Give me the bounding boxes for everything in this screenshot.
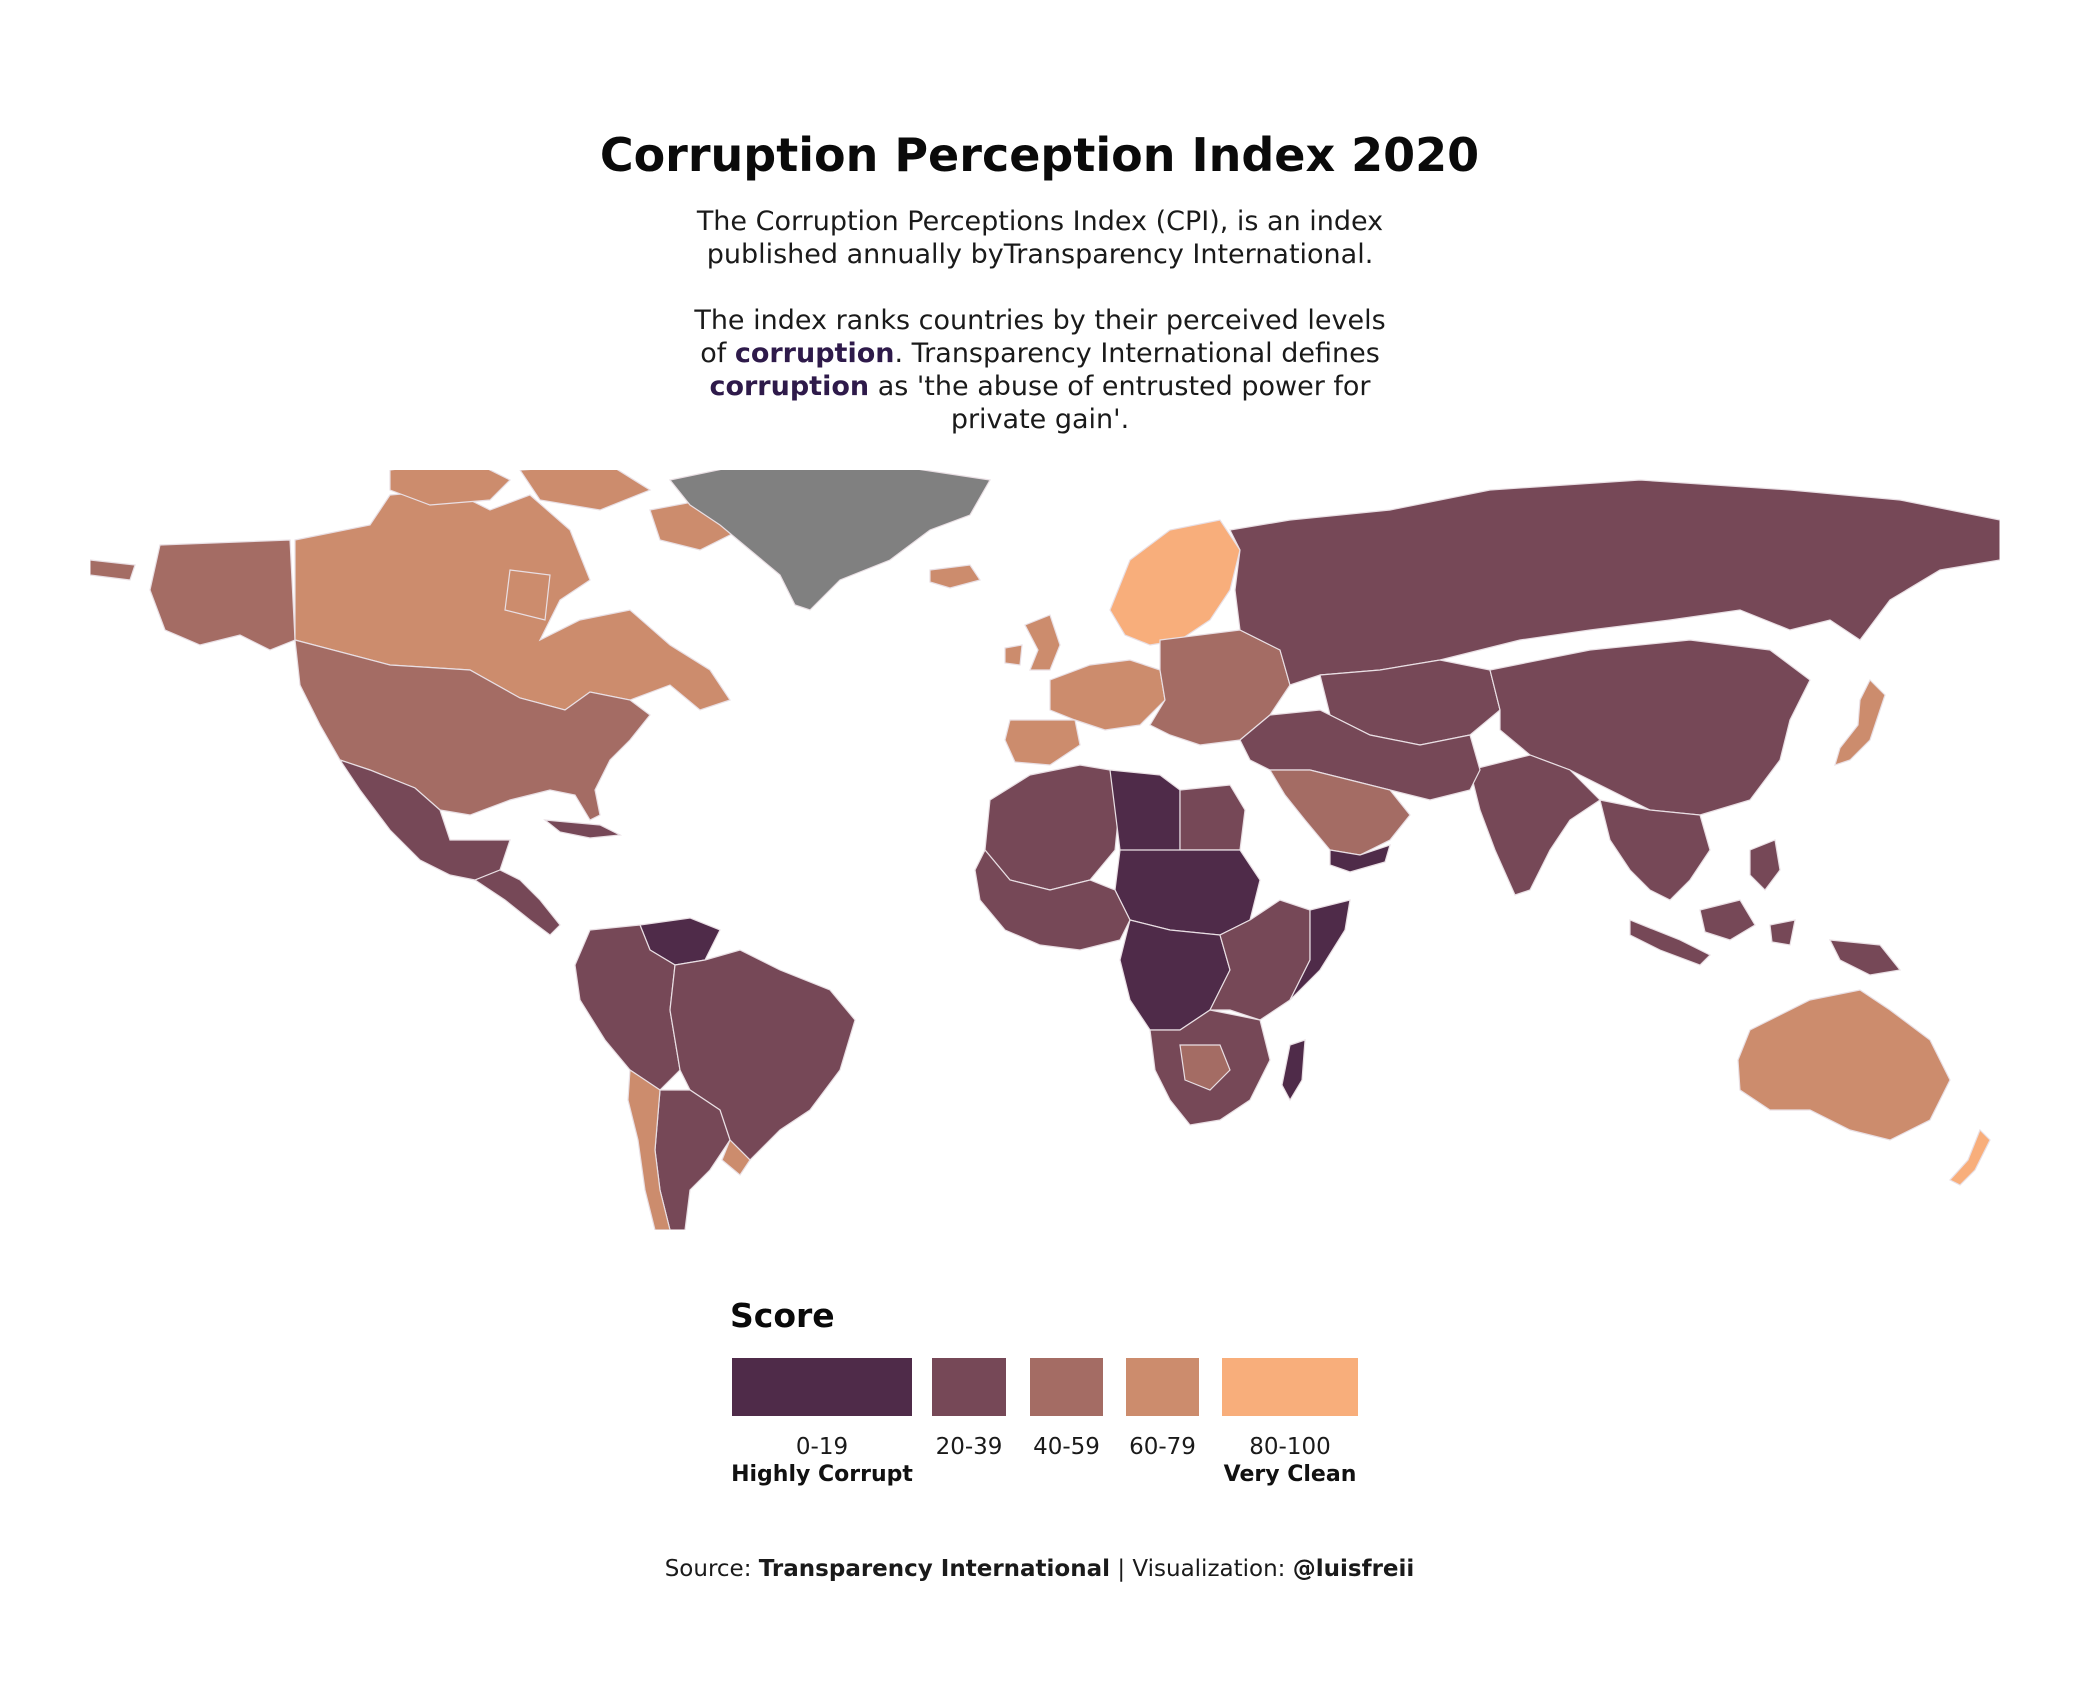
- region-somalia: [1289, 899, 1351, 1001]
- subtitle-line-3: The index ranks countries by their perce…: [694, 305, 1386, 336]
- region-botswana: [1179, 1044, 1231, 1091]
- legend-high-label: Very Clean: [1223, 1462, 1357, 1487]
- legend-low-label: Highly Corrupt: [731, 1462, 913, 1487]
- region-india: [1469, 754, 1601, 896]
- corruption-highlight: corruption: [709, 371, 870, 402]
- source-credit: Source: Transparency International | Vis…: [664, 1556, 1415, 1582]
- region-uruguay: [721, 1138, 751, 1176]
- subtitle-line-6: private gain'.: [950, 404, 1130, 435]
- region-egypt: [1179, 784, 1246, 851]
- region-madagascar: [1281, 1039, 1306, 1102]
- legend-tick-60-79: 60-79: [1129, 1434, 1196, 1460]
- region-north-africa: [984, 764, 1121, 891]
- region-libya: [1109, 769, 1181, 861]
- legend-tick-40-59: 40-59: [1033, 1434, 1100, 1460]
- region-indonesia: [1629, 899, 1796, 966]
- map-title: Corruption Perception Index 2020: [599, 128, 1480, 182]
- source-org: Transparency International: [758, 1556, 1111, 1582]
- legend-swatch-20-39: [932, 1358, 1006, 1416]
- region-uk: [1004, 614, 1061, 671]
- legend-swatch-80-100: [1222, 1358, 1358, 1416]
- region-western-europe: [1049, 659, 1166, 731]
- map-subtitle: The Corruption Perceptions Index (CPI), …: [540, 205, 1540, 436]
- world-map: [90, 470, 2000, 1230]
- legend-swatch-40-59: [1030, 1358, 1103, 1416]
- region-iceland: [929, 564, 981, 589]
- region-japan: [1834, 678, 1886, 766]
- region-mexico: [338, 758, 511, 881]
- region-southeast-asia: [1599, 799, 1781, 901]
- region-australia: [1737, 989, 1951, 1141]
- subtitle-line-2: published annually byTransparency Intern…: [706, 239, 1374, 270]
- region-iberia: [1004, 719, 1081, 766]
- region-west-africa: [974, 848, 1131, 951]
- region-yemen: [1329, 844, 1391, 873]
- legend-title: Score: [730, 1296, 835, 1335]
- legend-swatch-60-79: [1126, 1358, 1199, 1416]
- legend-tick-0-19: 0-19: [795, 1434, 849, 1460]
- region-greenland: [668, 470, 991, 611]
- region-andes: [574, 924, 681, 1091]
- subtitle-line-1: The Corruption Perceptions Index (CPI), …: [696, 206, 1384, 237]
- region-saudi-arabia: [1268, 769, 1411, 856]
- region-papua: [1828, 939, 1902, 976]
- subtitle-line-5: corruption as 'the abuse of entrusted po…: [709, 371, 1371, 402]
- legend-tick-80-100: 80-100: [1249, 1434, 1331, 1460]
- region-scandinavia: [1109, 519, 1241, 646]
- legend-tick-20-39: 20-39: [935, 1434, 1003, 1460]
- region-chile: [627, 1068, 671, 1230]
- region-china: [1489, 639, 1811, 816]
- region-central-america: [473, 819, 623, 936]
- region-russia: [1229, 479, 2000, 686]
- region-argentina: [654, 1089, 731, 1230]
- legend-swatch-0-19: [732, 1358, 912, 1416]
- subtitle-line-4: of corruption. Transparency Internationa…: [700, 338, 1380, 369]
- source-author: @luisfreii: [1292, 1556, 1415, 1582]
- corruption-highlight: corruption: [734, 338, 895, 369]
- region-new-zealand: [1949, 1128, 1991, 1186]
- region-alaska: [90, 539, 296, 651]
